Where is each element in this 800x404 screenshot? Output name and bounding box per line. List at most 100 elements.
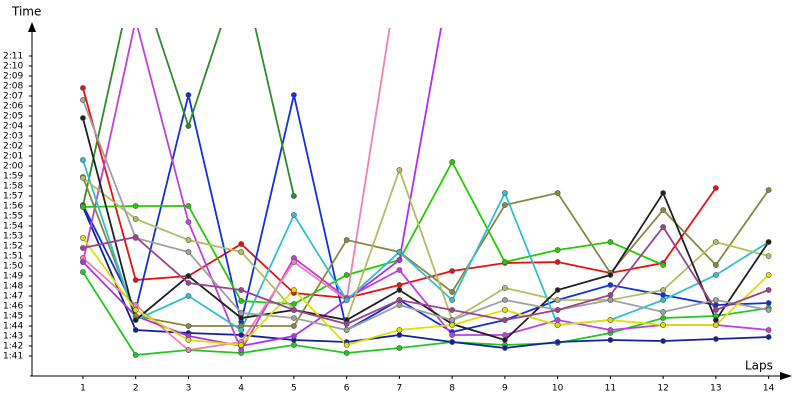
point bbox=[238, 310, 245, 316]
series-line bbox=[82, 271, 769, 356]
point bbox=[396, 345, 403, 351]
y-tick-label: 2:04 bbox=[3, 122, 23, 132]
point bbox=[132, 307, 139, 313]
x-tick-label: 1 bbox=[80, 384, 86, 394]
y-tick-label: 1:42 bbox=[3, 342, 23, 352]
point bbox=[449, 159, 456, 165]
point bbox=[80, 259, 86, 265]
point bbox=[712, 317, 719, 323]
point bbox=[238, 241, 245, 247]
y-tick-label: 2:00 bbox=[3, 162, 23, 172]
point bbox=[554, 259, 561, 265]
point bbox=[449, 332, 456, 338]
point bbox=[660, 297, 667, 303]
y-tick-label: 1:56 bbox=[3, 202, 23, 212]
point bbox=[765, 253, 772, 259]
point bbox=[502, 285, 508, 291]
point bbox=[291, 193, 297, 199]
point bbox=[185, 323, 192, 329]
y-tick-label: 1:47 bbox=[3, 292, 23, 302]
point bbox=[343, 350, 350, 356]
point bbox=[80, 85, 86, 91]
point bbox=[554, 297, 561, 303]
series-line bbox=[82, 237, 770, 347]
point bbox=[185, 249, 192, 255]
point bbox=[502, 317, 508, 323]
y-tick-label: 1:59 bbox=[3, 172, 23, 182]
point bbox=[343, 321, 350, 327]
y-tick-label: 1:45 bbox=[3, 312, 23, 322]
x-tick-label: 10 bbox=[552, 384, 564, 394]
y-tick-label: 2:11 bbox=[3, 52, 23, 62]
x-tick-label: 3 bbox=[186, 384, 192, 394]
point bbox=[712, 239, 719, 245]
point bbox=[80, 175, 86, 181]
point bbox=[132, 302, 139, 308]
y-tick-label: 1:55 bbox=[3, 212, 23, 222]
point bbox=[554, 247, 561, 253]
point bbox=[396, 302, 403, 308]
point bbox=[502, 307, 508, 313]
point bbox=[343, 297, 350, 303]
point bbox=[554, 190, 561, 196]
x-tick-label: 6 bbox=[344, 384, 350, 394]
y-tick-label: 1:54 bbox=[3, 222, 23, 232]
point bbox=[660, 207, 667, 213]
point bbox=[185, 92, 192, 98]
y-tick-label: 1:41 bbox=[3, 352, 23, 362]
point bbox=[502, 337, 508, 343]
point bbox=[396, 257, 403, 263]
point bbox=[238, 342, 245, 348]
point bbox=[396, 249, 403, 255]
point bbox=[765, 327, 772, 333]
point bbox=[765, 239, 772, 245]
point bbox=[712, 185, 719, 191]
point bbox=[607, 327, 614, 333]
point bbox=[132, 327, 139, 333]
point bbox=[132, 216, 139, 222]
y-tick-label: 1:57 bbox=[3, 192, 23, 202]
series-line bbox=[82, 94, 769, 333]
series-line bbox=[82, 167, 769, 322]
point bbox=[291, 287, 297, 293]
x-axis-label: Laps bbox=[745, 359, 773, 373]
point bbox=[80, 269, 86, 275]
point bbox=[449, 268, 456, 274]
point bbox=[712, 302, 719, 308]
point bbox=[185, 203, 192, 209]
point bbox=[238, 327, 245, 333]
y-tick-label: 1:43 bbox=[3, 332, 23, 342]
y-tick-label: 2:08 bbox=[3, 82, 23, 92]
point bbox=[80, 235, 86, 241]
point bbox=[607, 297, 614, 303]
point bbox=[291, 333, 297, 339]
point bbox=[712, 262, 719, 268]
point bbox=[185, 219, 192, 225]
point bbox=[502, 345, 508, 351]
point bbox=[502, 259, 508, 265]
point bbox=[185, 273, 192, 279]
point bbox=[80, 204, 86, 210]
point bbox=[607, 239, 614, 245]
y-tick-label: 1:49 bbox=[3, 272, 23, 282]
point bbox=[660, 292, 667, 298]
point bbox=[343, 272, 350, 278]
y-tick-label: 2:02 bbox=[3, 142, 23, 152]
y-tick-label: 2:01 bbox=[3, 152, 23, 162]
y-arrow bbox=[28, 22, 36, 32]
y-tick-label: 2:10 bbox=[3, 62, 23, 72]
point bbox=[660, 315, 667, 321]
x-tick-label: 5 bbox=[291, 384, 297, 394]
series-line bbox=[82, 160, 664, 305]
y-tick-label: 1:51 bbox=[3, 252, 23, 262]
point bbox=[607, 292, 614, 298]
point bbox=[660, 287, 667, 293]
point bbox=[291, 259, 297, 265]
point bbox=[185, 293, 192, 299]
point bbox=[291, 315, 297, 321]
point bbox=[238, 298, 245, 304]
point bbox=[80, 115, 86, 121]
series-line bbox=[82, 159, 770, 332]
point bbox=[185, 237, 192, 243]
